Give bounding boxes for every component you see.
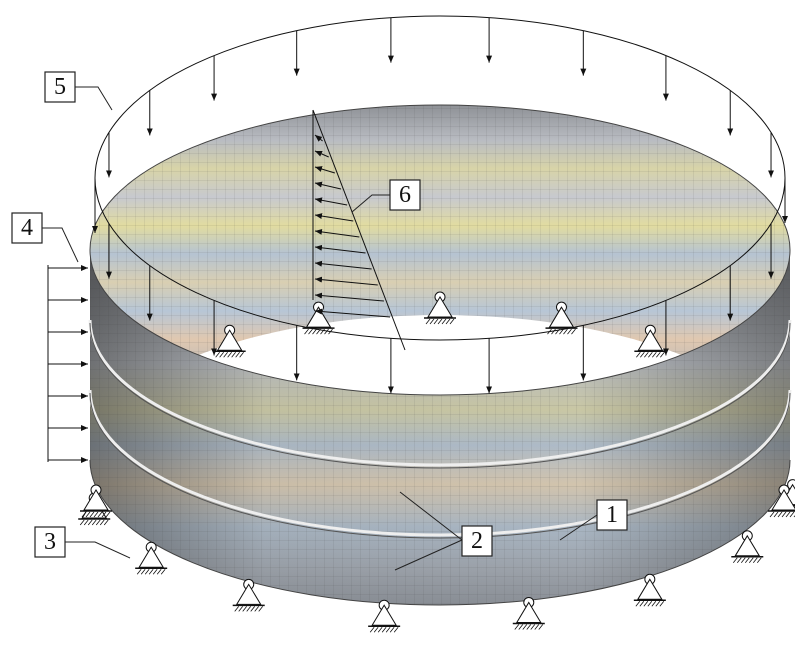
support: [513, 597, 545, 629]
support: [368, 600, 400, 632]
tank-diagram: 1 2 3 4 5 6: [0, 0, 795, 645]
callout-label: 3: [44, 529, 56, 555]
callout-label: 1: [606, 502, 618, 528]
callout-label: 6: [399, 182, 411, 208]
callout-label: 4: [21, 215, 33, 241]
callout-label: 5: [54, 74, 66, 100]
callout-label: 2: [471, 528, 483, 554]
